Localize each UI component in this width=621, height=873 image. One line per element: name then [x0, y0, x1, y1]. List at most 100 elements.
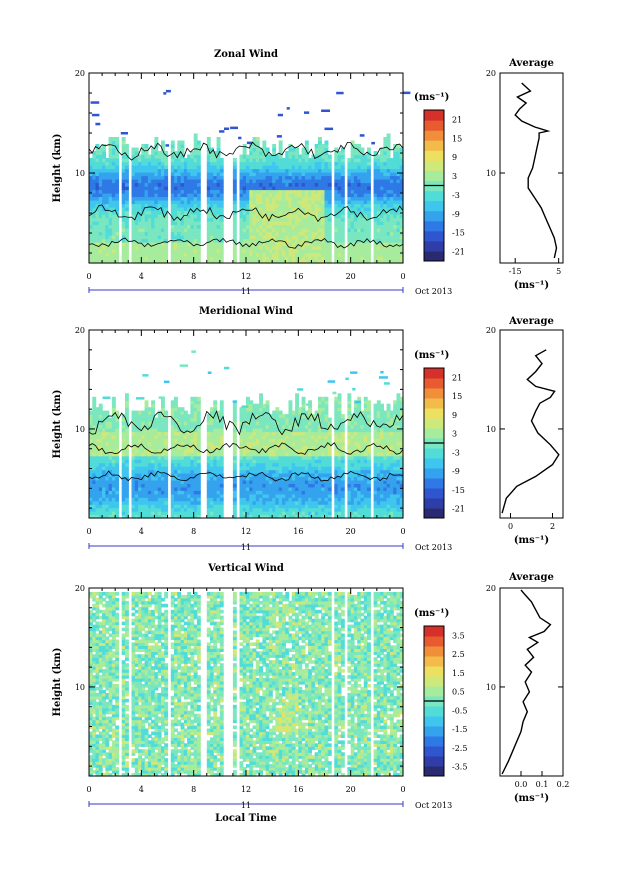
heatmap-cell: [340, 172, 345, 177]
heatmap-cell: [304, 175, 309, 180]
heatmap-cell: [177, 493, 182, 498]
heatmap-cell: [383, 242, 388, 247]
heatmap-cell: [285, 231, 290, 236]
heatmap-cell: [295, 193, 299, 198]
heatmap-cell: [249, 455, 254, 460]
heatmap-cell: [161, 231, 165, 236]
heatmap-cell: [206, 168, 211, 173]
heatmap-cell: [115, 431, 120, 436]
heatmap-cell: [108, 452, 113, 457]
heatmap-cell: [393, 196, 398, 201]
heatmap-cell: [108, 445, 113, 450]
heatmap-cell: [170, 417, 175, 422]
heatmap-cell: [272, 256, 277, 261]
heatmap-cell: [396, 224, 401, 229]
heatmap-cell: [242, 259, 247, 264]
heatmap-cell: [272, 486, 277, 491]
heatmap-cell: [383, 158, 388, 163]
heatmap-cell: [278, 445, 283, 450]
heatmap-cell: [347, 207, 352, 212]
heatmap-cell: [180, 224, 185, 229]
heatmap-cell: [255, 486, 260, 491]
heatmap-cell: [363, 249, 368, 254]
heatmap-cell: [340, 231, 345, 236]
heatmap-cell: [193, 500, 198, 505]
heatmap-cell: [157, 476, 162, 481]
heatmap-cell: [393, 210, 398, 215]
heatmap-cell: [318, 165, 322, 170]
heatmap-cell: [252, 151, 257, 156]
heatmap-cell: [157, 168, 162, 173]
heatmap-cell: [360, 168, 365, 173]
heatmap-cell: [367, 228, 371, 233]
heatmap-cell: [239, 210, 244, 215]
heatmap-cell: [177, 214, 182, 219]
heatmap-cell: [268, 493, 273, 498]
heatmap-cell: [111, 235, 116, 240]
heatmap-cell: [111, 242, 116, 247]
heatmap-cell: [272, 203, 277, 208]
heatmap-cell: [154, 469, 159, 474]
heatmap-cell: [334, 168, 339, 173]
heatmap-cell: [131, 224, 136, 229]
heatmap-cell: [252, 154, 257, 159]
heatmap-cell: [183, 182, 188, 187]
heatmap-cell: [324, 144, 329, 149]
heatmap-cell: [151, 214, 155, 219]
heatmap-cell: [272, 431, 277, 436]
heatmap-cell: [144, 179, 149, 184]
heatmap-cell: [141, 511, 146, 516]
heatmap-cell: [327, 175, 332, 180]
heatmap-cell: [164, 168, 169, 173]
heatmap-cell: [291, 235, 296, 240]
heatmap-cell: [95, 507, 100, 512]
heatmap-cell: [380, 259, 384, 264]
heatmap-cell: [304, 431, 309, 436]
heatmap-cell: [321, 147, 326, 152]
heatmap-cell: [111, 140, 116, 145]
heatmap-cell: [102, 507, 106, 512]
heatmap-cell: [92, 507, 97, 512]
heatmap-cell: [134, 158, 139, 163]
heatmap-cell: [327, 221, 332, 226]
heatmap-cell: [311, 242, 316, 247]
heatmap-cell: [383, 249, 388, 254]
heatmap-cell: [308, 428, 312, 433]
heatmap-cell: [105, 445, 110, 450]
heatmap-cell: [206, 259, 211, 264]
heatmap-cell: [252, 431, 257, 436]
heatmap-cell: [249, 161, 254, 166]
heatmap-cell: [353, 210, 358, 215]
heatmap-cell: [357, 154, 362, 159]
heatmap-cell: [151, 259, 155, 264]
heatmap-cell: [246, 396, 250, 401]
heatmap-cell: [301, 428, 306, 433]
heatmap-cell: [252, 214, 257, 219]
heatmap-cell: [347, 231, 352, 236]
heatmap-cell: [282, 466, 286, 471]
heatmap-cell: [92, 438, 97, 443]
heatmap-cell: [304, 224, 309, 229]
heatmap-cell: [285, 431, 290, 436]
chart-title: Zonal Wind: [214, 49, 278, 60]
heatmap-cell: [314, 175, 319, 180]
heatmap-cell: [314, 438, 319, 443]
heatmap-cell: [334, 189, 339, 194]
heatmap-cell: [357, 147, 362, 152]
heatmap-cell: [92, 252, 97, 257]
heatmap-cell: [324, 186, 329, 191]
heatmap-cell: [252, 179, 257, 184]
heatmap-cell: [340, 179, 345, 184]
heatmap-cell: [321, 476, 326, 481]
heatmap-cell: [350, 196, 355, 201]
heatmap-cell: [255, 428, 260, 433]
heatmap-cell: [265, 438, 270, 443]
heatmap-cell: [259, 147, 263, 152]
heatmap-cell: [170, 144, 175, 149]
heatmap-cell: [232, 186, 237, 191]
heatmap-cell: [141, 221, 146, 226]
heatmap-cell: [265, 196, 270, 201]
heatmap-cell: [177, 479, 182, 484]
heatmap-cell: [125, 217, 129, 222]
heatmap-cell: [389, 179, 394, 184]
